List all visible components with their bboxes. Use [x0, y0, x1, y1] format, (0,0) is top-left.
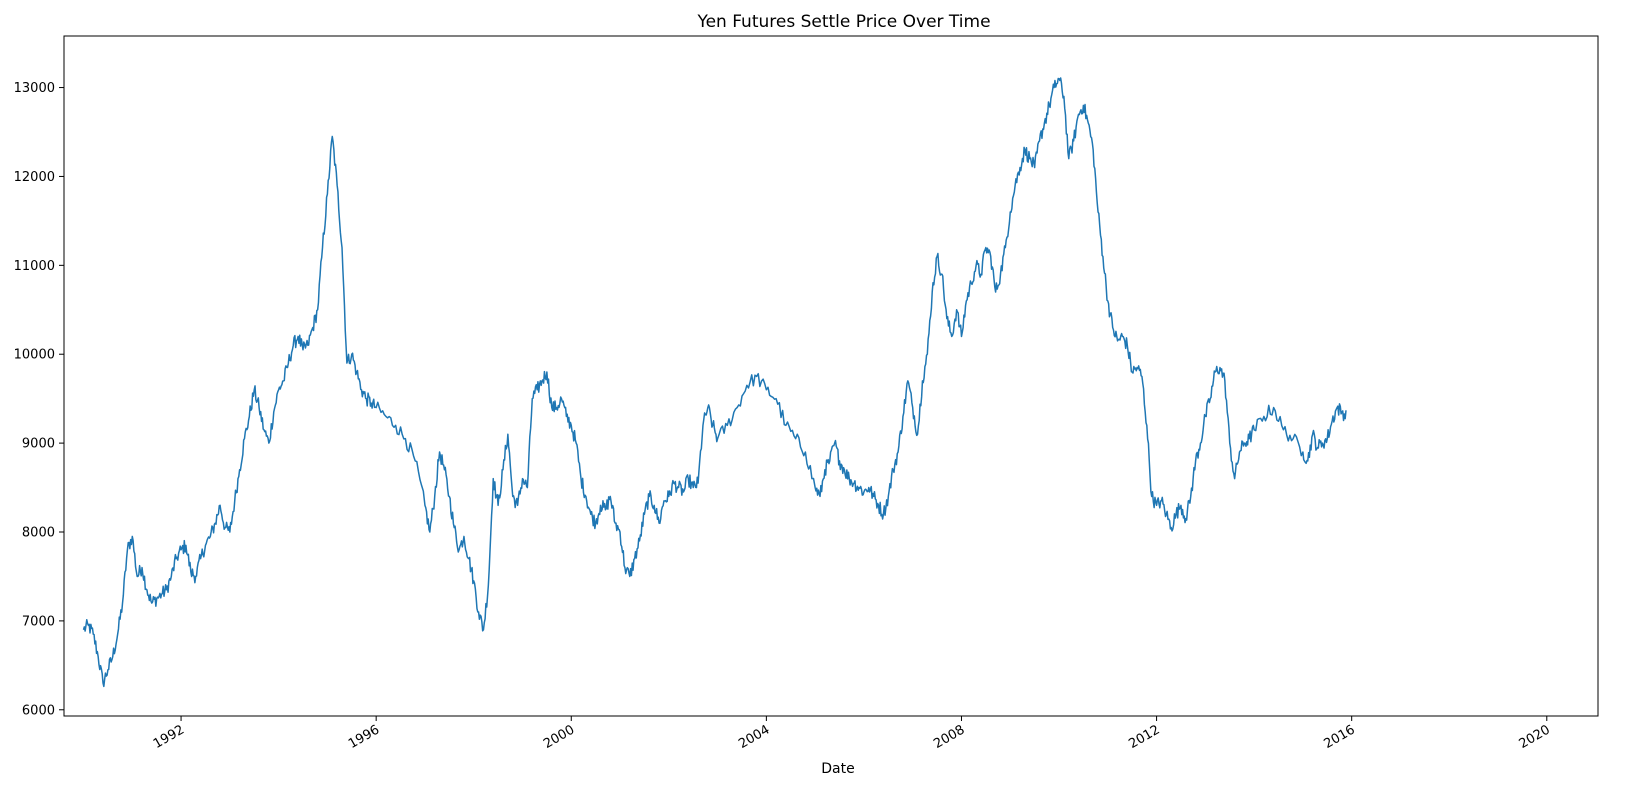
y-tick-label: 10000: [14, 348, 55, 363]
y-tick-label: 6000: [22, 703, 55, 718]
x-tick-label: 2020: [1517, 722, 1553, 752]
plot-area: [82, 77, 1347, 688]
y-tick-label: 8000: [22, 526, 55, 541]
series-line-settle: [82, 77, 1347, 688]
x-tick-label: 2000: [541, 722, 577, 752]
x-tick-label: 1996: [346, 722, 382, 752]
x-tick-label: 2016: [1322, 722, 1358, 752]
axes-frame: [63, 35, 1599, 717]
x-tick-label: 2008: [931, 722, 967, 752]
chart-title: Yen Futures Settle Price Over Time: [696, 12, 990, 32]
y-tick-label: 9000: [22, 437, 55, 452]
x-axis: 1992 1996 2000 2004 2008 2012 2016 2020: [151, 716, 1553, 752]
x-axis-label: Date: [821, 761, 854, 777]
y-axis: 6000 7000 8000 9000 10000 11000 12000 13000: [14, 81, 64, 718]
y-tick-label: 7000: [22, 614, 55, 629]
y-tick-label: 11000: [14, 259, 55, 274]
y-tick-label: 12000: [14, 170, 55, 185]
y-tick-label: 13000: [14, 81, 55, 96]
x-tick-label: 1992: [151, 722, 187, 752]
x-tick-label: 2004: [736, 722, 772, 752]
x-tick-label: 2012: [1126, 722, 1162, 752]
